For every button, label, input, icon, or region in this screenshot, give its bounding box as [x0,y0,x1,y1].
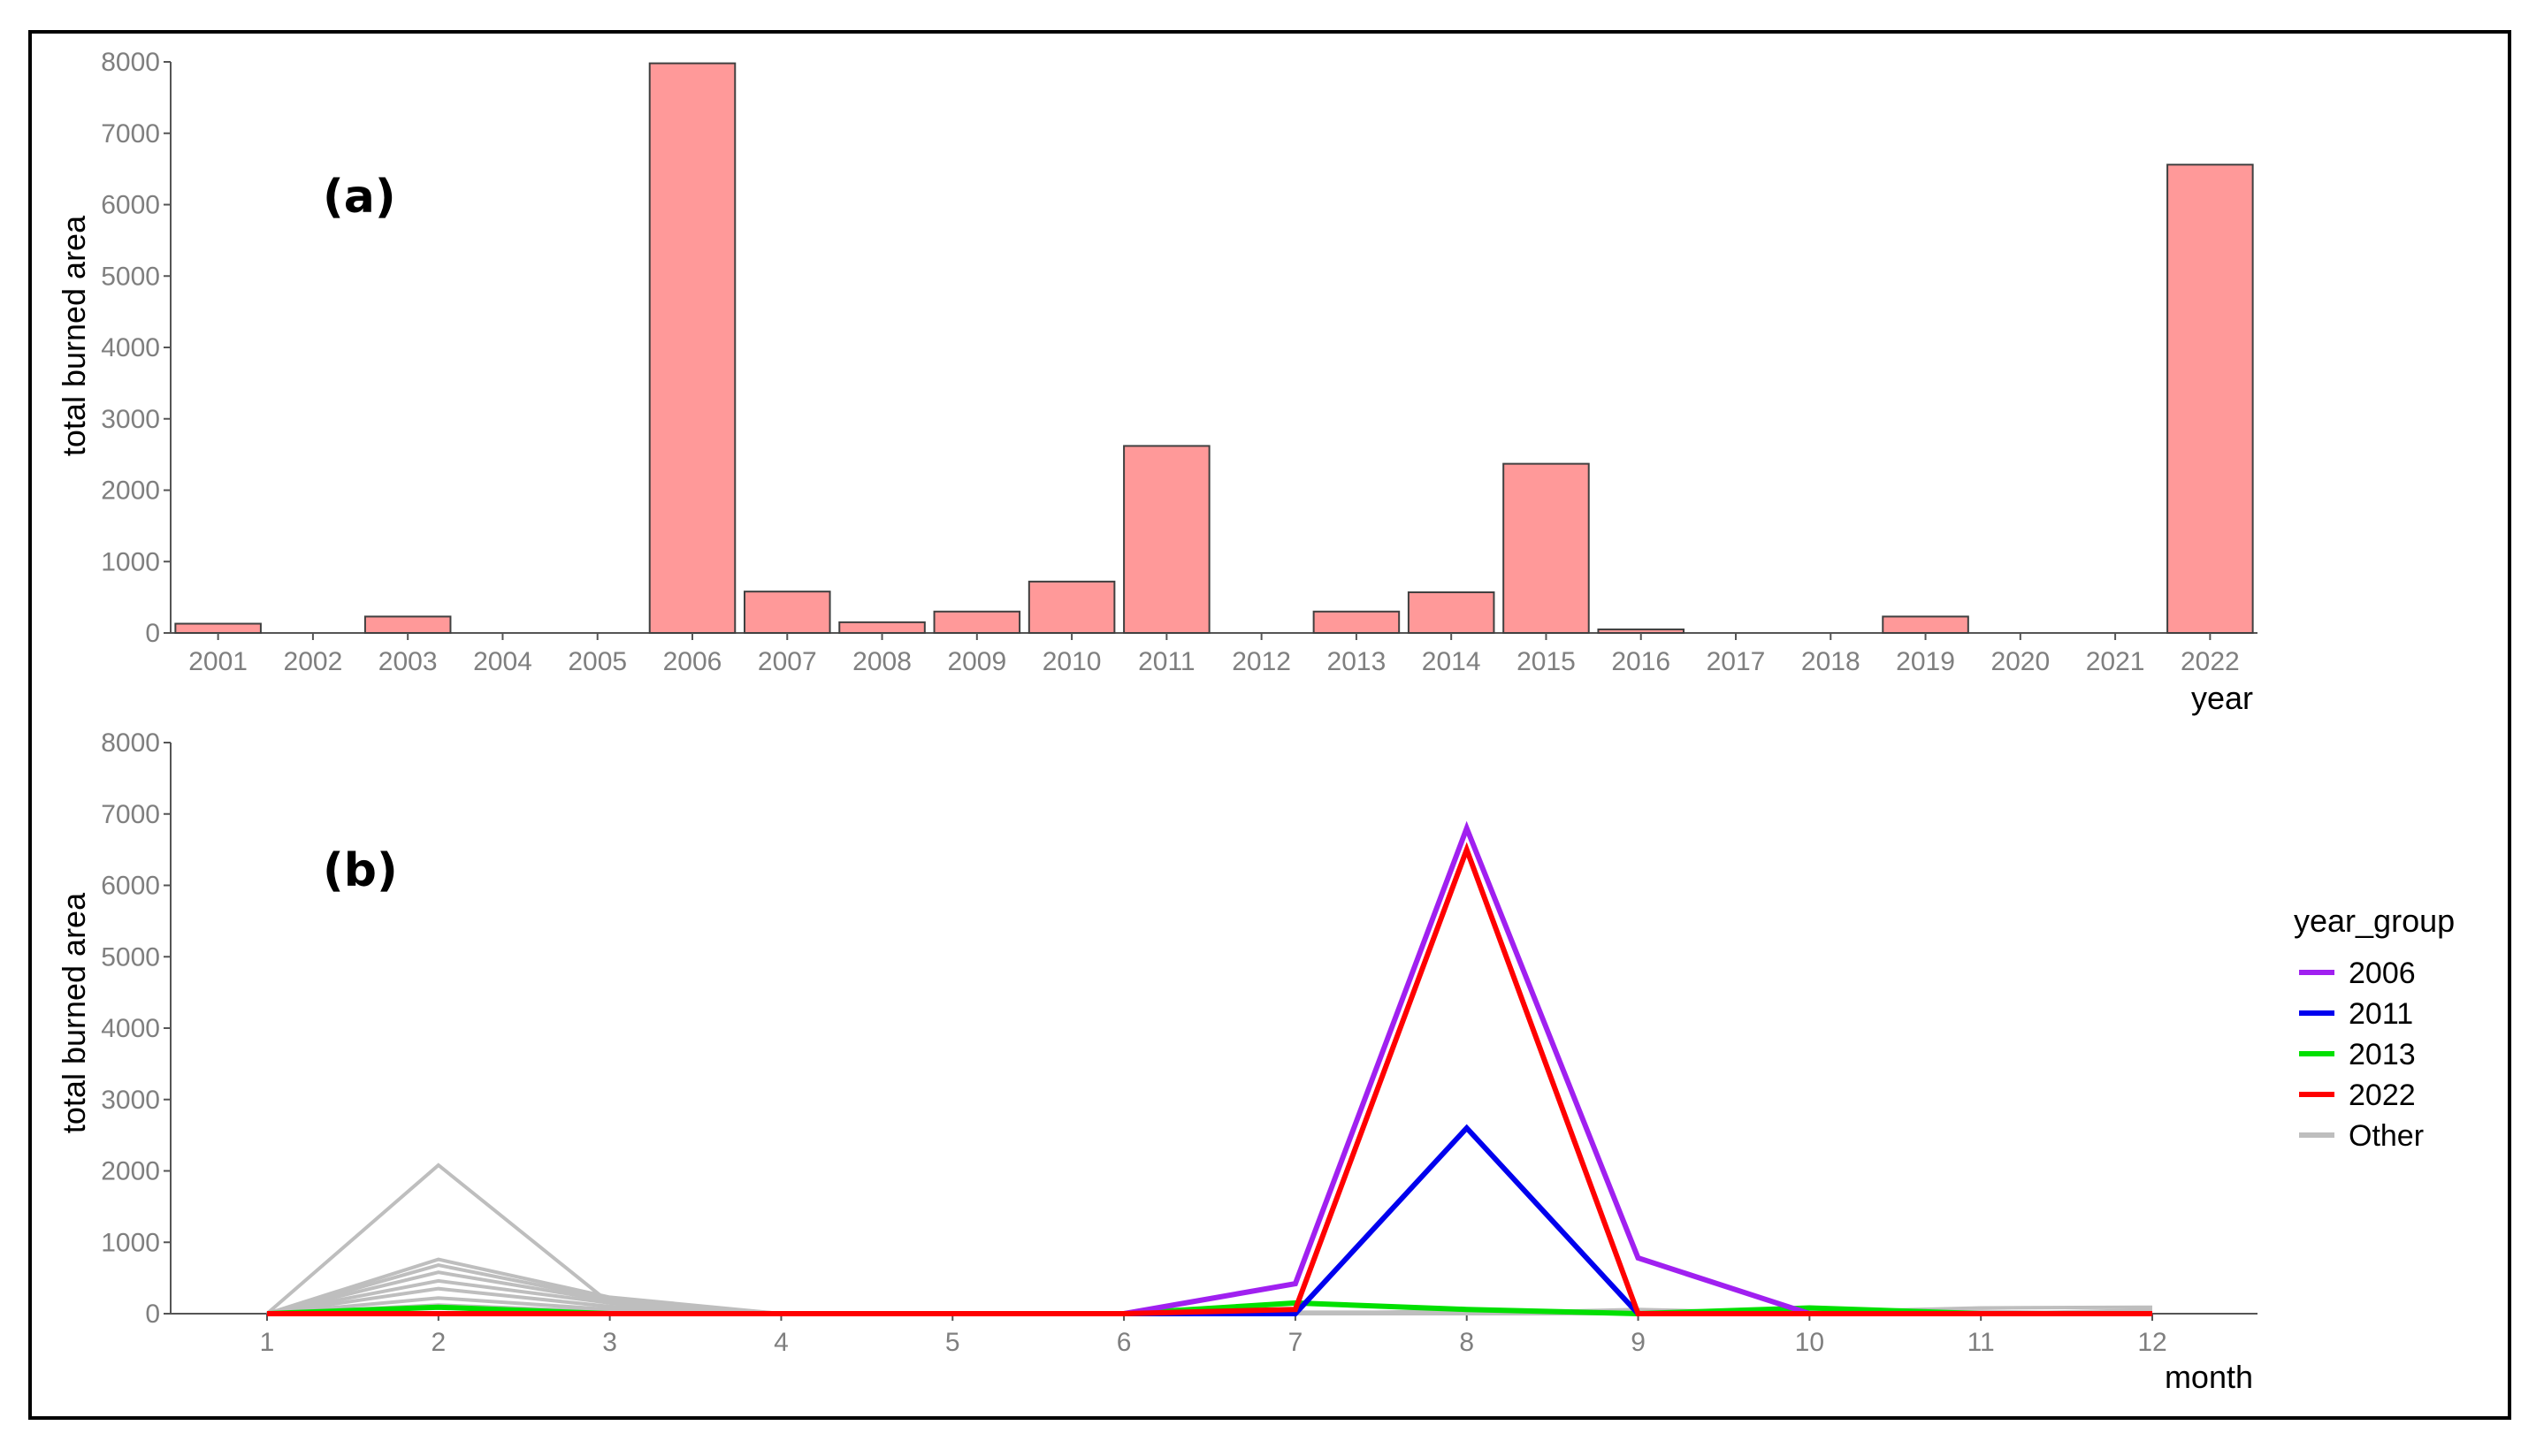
x-tick-label-b: 11 [1967,1328,1995,1357]
bar-chart-a: 0 1000 2000 3000 4000 5000 6000 7000 8000 2001 200… [101,48,2258,676]
x-tick-label-a: 2021 [2086,647,2145,676]
x-tick-label-a: 2003 [378,647,438,676]
y-tick-label-b: 8000 [101,728,160,758]
legend-label-2006: 2006 [2349,957,2416,990]
x-tick-label-b: 8 [1459,1328,1474,1357]
y-tick-label-a: 4000 [101,333,160,362]
legend-label-other: Other [2349,1119,2424,1153]
x-tick-label-b: 5 [945,1328,960,1357]
bar-2003 [363,615,452,634]
x-tick-label-a: 2002 [284,647,343,676]
series-line-2022 [267,842,2152,1316]
x-tick-label-a: 2016 [1611,647,1670,676]
x-tick-label-a: 2001 [188,647,248,676]
x-tick-label-a: 2007 [758,647,817,676]
legend-label-2013: 2013 [2349,1038,2416,1071]
y-tick-label-a: 6000 [101,191,160,220]
x-tick-label-a: 2011 [1138,647,1196,676]
y-axis-title-a: total burned area [56,215,92,456]
bar-2010 [1028,580,1116,634]
x-tick-label-a: 2019 [1896,647,1955,676]
bar-2016 [1597,628,1685,635]
bar-2007 [744,591,831,634]
x-tick-label-a: 2014 [1422,647,1481,676]
bar-2014 [1407,591,1495,634]
x-tick-label-a: 2013 [1327,647,1387,676]
legend-label-2011: 2011 [2349,997,2413,1031]
y-tick-label-b: 1000 [101,1228,160,1257]
bar-2008 [838,621,926,635]
x-axis-title-b: month [2165,1359,2253,1395]
bar-2009 [933,610,1021,635]
legend-title: year_group [2294,903,2455,939]
y-tick-label-b: 6000 [101,872,160,901]
y-tick-label-a: 5000 [101,262,160,291]
x-tick-label-b: 9 [1631,1328,1646,1357]
x-tick-label-b: 10 [1795,1328,1824,1357]
x-tick-label-a: 2012 [1232,647,1291,676]
x-tick-label-b: 7 [1288,1328,1303,1357]
y-tick-label-b: 7000 [101,800,160,829]
x-tick-label-b: 12 [2137,1328,2166,1357]
y-tick-label-b: 3000 [101,1086,160,1115]
bar-2019 [1882,615,1969,634]
x-tick-label-a: 2004 [473,647,532,676]
x-tick-label-a: 2005 [568,647,627,676]
panel-label-b: (b) [323,844,398,897]
x-tick-label-a: 2017 [1707,647,1766,676]
x-tick-label-a: 2020 [1990,647,2050,676]
y-tick-label-a: 3000 [101,405,160,434]
x-tick-label-a: 2022 [2181,647,2240,676]
y-tick-label-a: 7000 [101,119,160,149]
y-tick-label-b: 0 [145,1300,160,1329]
bar-2001 [174,622,262,635]
y-tick-label-b: 5000 [101,942,160,972]
bar-2022 [2166,164,2254,634]
bar-2015 [1502,462,1590,634]
x-tick-label-b: 4 [774,1328,789,1357]
legend-label-2022: 2022 [2349,1079,2416,1112]
x-axis-title-a: year [2191,680,2253,716]
y-tick-label-b: 4000 [101,1014,160,1043]
bar-2011 [1123,445,1211,634]
x-tick-label-b: 2 [431,1328,446,1357]
x-tick-label-a: 2009 [947,647,1006,676]
y-tick-label-a: 1000 [101,547,160,576]
figure-frame [28,30,2511,1420]
legend: 2006 2011 2013 2022 Other [2299,957,2424,1153]
x-tick-label-b: 1 [260,1328,275,1357]
x-tick-label-a: 2008 [852,647,912,676]
x-tick-label-a: 2006 [663,647,722,676]
y-tick-label-b: 2000 [101,1157,160,1186]
bar-2013 [1312,610,1401,635]
x-tick-label-a: 2018 [1801,647,1860,676]
x-tick-label-b: 6 [1117,1328,1132,1357]
y-tick-label-a: 8000 [101,48,160,77]
y-tick-label-a: 0 [145,619,160,648]
panel-label-a: (a) [323,171,396,224]
y-tick-label-a: 2000 [101,476,160,506]
y-axis-title-b: total burned area [56,892,92,1133]
bar-2006 [648,62,737,635]
x-tick-label-a: 2010 [1043,647,1102,676]
x-tick-label-a: 2015 [1516,647,1576,676]
series-line-2006 [267,820,2152,1316]
x-tick-label-b: 3 [602,1328,617,1357]
